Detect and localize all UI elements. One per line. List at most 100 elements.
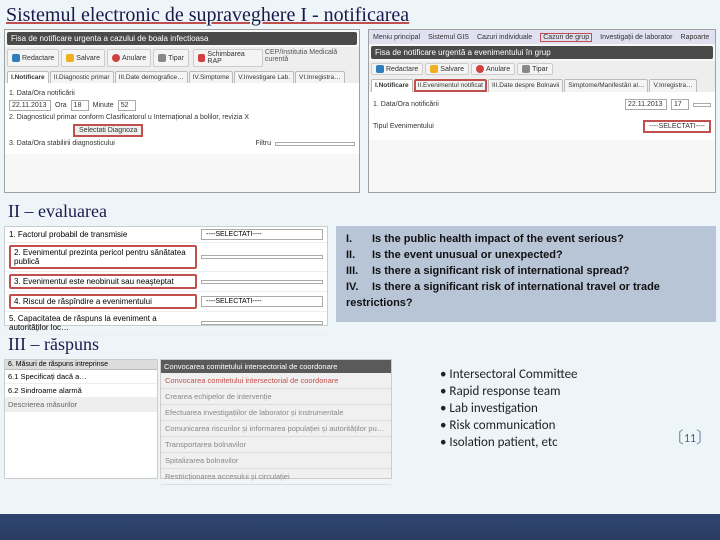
resp-left-header: 6. Măsuri de răspuns intreprinse (5, 360, 157, 370)
print-button[interactable]: Tipar (153, 49, 189, 67)
eval-select[interactable]: ----SELECTATI---- (201, 229, 323, 240)
resp-mid-row[interactable]: Crearea echipelor de intervenție (161, 389, 391, 405)
ihr-question: II.Is the event unusual or unexpected? (346, 248, 706, 264)
min-input-r[interactable] (693, 103, 711, 107)
tab-lab[interactable]: V.Investigare Lab. (234, 71, 294, 83)
ihr-questions-panel: I.Is the public health impact of the eve… (336, 226, 716, 322)
date-input-r[interactable]: 22.11.2013 (625, 99, 667, 110)
bullet-item: Intersectoral Committee (440, 367, 676, 382)
tab-simptome-r[interactable]: Simptome/Manifestări al… (564, 79, 648, 92)
cancel-button-r[interactable]: Anulare (471, 63, 515, 75)
resp-mid-row[interactable]: Transportarea bolnavilor (161, 437, 391, 453)
cancel-icon (112, 54, 120, 62)
resp-left-row[interactable]: 6.1 Specificați dacă a… (5, 370, 157, 384)
menu-gis[interactable]: Sistemul GIS (428, 34, 469, 41)
filter-input[interactable] (275, 142, 355, 146)
resp-mid-row[interactable]: Spitalizarea bolnavilor (161, 453, 391, 469)
eval-select[interactable]: ----SELECTATI---- (201, 296, 323, 307)
bullet-item: Risk communication (440, 418, 676, 433)
select-diagnosis-button[interactable]: Selectati Diagnoza (73, 124, 143, 137)
form-body-left: 1. Data/Ora notificării 22.11.2013 Ora 1… (5, 83, 359, 154)
eval-label: 1. Factorul probabil de transmisie (9, 230, 197, 239)
tab-bolnavi[interactable]: III.Date despre Bolnavii (488, 79, 563, 92)
edit-button-r[interactable]: Redactare (371, 63, 423, 75)
date-input[interactable]: 22.11.2013 (9, 100, 51, 111)
eval-row: 2. Evenimentul prezinta pericol pentru s… (5, 243, 327, 272)
date-label: 1. Data/Ora notificării (9, 90, 75, 97)
menu-individual[interactable]: Cazuri individuale (477, 34, 532, 41)
hour-input[interactable]: 18 (71, 100, 89, 111)
tab-eveniment[interactable]: II.Evenimentul notificat (414, 79, 487, 92)
plus-icon (198, 54, 206, 62)
tab-demografice[interactable]: III.Date demografice… (115, 71, 188, 83)
page-number: 〔11〕 (668, 423, 712, 447)
eval-label: 4. Riscul de răspîndire a evenimentului (9, 294, 197, 309)
tab-simptome[interactable]: IV.Simptome (189, 71, 234, 83)
menu-lab[interactable]: Investigații de laborator (600, 34, 672, 41)
tab-inreg-r[interactable]: V.Inregistra… (649, 79, 696, 92)
schimba-label: Schimbarea RAP (207, 51, 258, 65)
hour-label: Ora (55, 102, 67, 109)
tab-inreg[interactable]: VI.Inregistra… (295, 71, 345, 83)
resp-mid-row[interactable]: Efectuarea investigațiilor de laborator … (161, 405, 391, 421)
tabs-left: I.Notificare II.Diagnostic primar III.Da… (5, 69, 359, 83)
menu-rapoarte[interactable]: Rapoarte (681, 34, 710, 41)
save-button-r[interactable]: Salvare (425, 63, 469, 75)
eval-select[interactable] (201, 255, 323, 259)
eval-row: 5. Capacitatea de răspuns la eveniment a… (5, 312, 327, 335)
resp-left-row[interactable]: 6.2 Sindroame alarmă (5, 384, 157, 398)
main-title: Sistemul electronic de supraveghere I - … (0, 0, 720, 29)
diag-label: 2. Diagnosticul primar conform Clasifica… (9, 114, 249, 121)
bullet-list: Intersectoral Committee Rapid response te… (440, 365, 676, 452)
resp-mid-header: Convocarea comitetului intersectorial de… (161, 360, 391, 373)
response-area: 6. Măsuri de răspuns intreprinse 6.1 Spe… (0, 357, 720, 487)
print-button-r[interactable]: Tipar (517, 63, 553, 75)
edit-label: Redactare (22, 55, 54, 62)
print-label: Tipar (168, 55, 184, 62)
section3-title: III – răspuns (0, 332, 720, 357)
eval-row: 3. Evenimentul este neobinuit sau neaşte… (5, 272, 327, 292)
edit-button[interactable]: Redactare (7, 49, 59, 67)
cep-label: CEP/Institutia Medicală curentă (265, 49, 357, 67)
ihr-question: III.Is there a significant risk of inter… (346, 264, 706, 280)
resp-mid-row[interactable]: Comunicarea riscurilor și informarea pop… (161, 421, 391, 437)
top-menu: Meniu principal Sistemul GIS Cazuri indi… (369, 30, 715, 44)
eval-select[interactable] (201, 280, 323, 284)
cancel-icon (476, 65, 484, 73)
tabs-right: I.Notificare II.Evenimentul notificat II… (369, 77, 715, 92)
eval-label: 2. Evenimentul prezinta pericol pentru s… (9, 245, 197, 269)
schimba-rap-button[interactable]: Schimbarea RAP (193, 49, 263, 67)
resp-mid-row[interactable]: Convocarea comitetului intersectorial de… (161, 373, 391, 389)
event-type-select[interactable]: ----SELECTATI---- (643, 120, 711, 133)
filter-label: Filtru (255, 140, 271, 147)
cancel-label-r: Anulare (486, 66, 510, 73)
pencil-icon (376, 65, 384, 73)
min-input[interactable]: 52 (118, 100, 136, 111)
menu-group[interactable]: Cazuri de grup (540, 33, 592, 42)
diag-date-label: 3. Data/Ora stabilirii diagnosticului (9, 140, 115, 147)
hour-input-r[interactable]: 17 (671, 99, 689, 110)
bullet-item: Rapid response team (440, 384, 676, 399)
ihr-question: I.Is the public health impact of the eve… (346, 232, 706, 248)
tab-notificare[interactable]: I.Notificare (7, 71, 49, 83)
cancel-label: Anulare (122, 55, 146, 62)
tab-notif-r[interactable]: I.Notificare (371, 79, 413, 92)
resp-left-row[interactable]: Descrierea măsurilor (5, 398, 157, 412)
toolbar-left: Redactare Salvare Anulare Tipar Schimbar… (5, 47, 359, 69)
save-button[interactable]: Salvare (61, 49, 105, 67)
min-label: Minute (93, 102, 114, 109)
group-event-form: Meniu principal Sistemul GIS Cazuri indi… (368, 29, 716, 193)
bullet-item: Lab investigation (440, 401, 676, 416)
eval-select[interactable] (201, 321, 323, 325)
form-body-right: 1. Data/Ora notificării 22.11.2013 17 Ti… (369, 92, 715, 140)
print-label-r: Tipar (532, 66, 548, 73)
cancel-button[interactable]: Anulare (107, 49, 151, 67)
menu-principal[interactable]: Meniu principal (373, 34, 420, 41)
tab-diagnostic[interactable]: II.Diagnostic primar (50, 71, 114, 83)
pencil-icon (12, 54, 20, 62)
committee-actions-panel: Convocarea comitetului intersectorial de… (160, 359, 392, 479)
bullet-item: Isolation patient, etc (440, 435, 676, 450)
resp-mid-row[interactable]: Restricționarea accesului și circulației (161, 469, 391, 485)
notification-panels: Fisa de notificare urgenta a cazului de … (0, 29, 720, 199)
footer-bar (0, 514, 720, 540)
